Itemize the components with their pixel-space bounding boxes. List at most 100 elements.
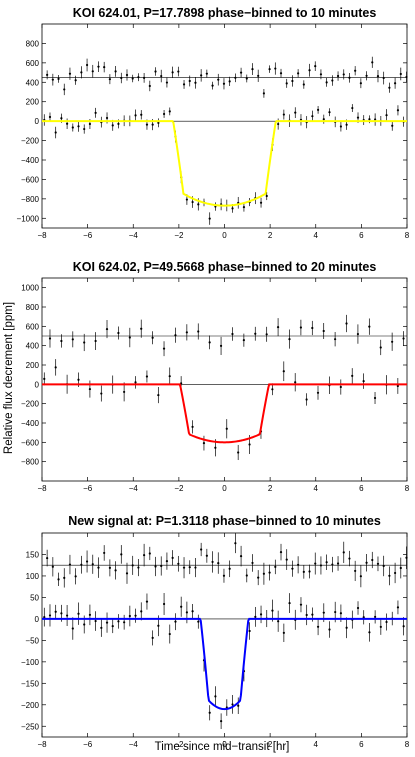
y-tick-label: −800 <box>21 195 40 204</box>
data-point <box>402 625 405 628</box>
residual-point <box>379 346 382 349</box>
residual-point <box>239 555 243 558</box>
residual-point <box>311 326 314 330</box>
residual-point <box>177 562 180 565</box>
data-point <box>162 112 166 116</box>
residual-point <box>137 76 140 79</box>
data-point <box>105 116 109 120</box>
x-tick-label: 6 <box>359 740 364 749</box>
data-point <box>185 198 188 201</box>
residual-point <box>222 574 226 577</box>
residual-point <box>319 564 323 567</box>
data-point <box>83 623 86 626</box>
data-point <box>65 122 69 125</box>
y-tick-label: 200 <box>26 361 40 370</box>
y-tick-label: 0 <box>35 380 40 389</box>
x-tick-label: 8 <box>405 231 410 240</box>
x-tick-label: −2 <box>174 484 184 493</box>
data-point <box>385 620 388 624</box>
data-point <box>77 125 80 128</box>
data-point <box>140 113 143 116</box>
residual-point <box>148 552 151 555</box>
data-point <box>134 114 137 117</box>
x-tick-label: 8 <box>405 484 410 493</box>
data-point <box>334 610 337 614</box>
residual-point <box>114 569 117 572</box>
data-point <box>351 374 354 377</box>
y-tick-label: 400 <box>26 78 40 87</box>
residual-point <box>251 561 254 565</box>
y-tick-label: 600 <box>26 59 40 68</box>
residual-point <box>85 63 89 67</box>
residual-point <box>160 564 163 568</box>
data-point <box>94 111 97 114</box>
residual-point <box>140 327 143 330</box>
residual-point <box>68 563 72 566</box>
data-point <box>282 631 285 634</box>
residual-point <box>291 79 294 83</box>
data-point <box>123 390 126 394</box>
residual-point <box>382 76 385 80</box>
residual-point <box>365 74 368 77</box>
data-point <box>157 393 160 397</box>
x-tick-label: −8 <box>37 740 47 749</box>
x-tick-label: −8 <box>37 231 47 240</box>
y-tick-label: −800 <box>21 458 40 467</box>
data-point <box>88 387 92 391</box>
residual-point <box>322 329 325 333</box>
residual-point <box>94 339 97 343</box>
residual-point <box>63 576 66 579</box>
data-point <box>168 110 171 113</box>
residual-point <box>274 67 277 70</box>
data-point <box>242 205 246 209</box>
data-point <box>88 122 92 126</box>
residual-point <box>211 560 214 564</box>
data-point <box>60 612 63 615</box>
y-tick-label: 200 <box>26 98 40 107</box>
data-point <box>277 620 280 623</box>
data-point <box>396 109 400 112</box>
y-tick-label: 400 <box>26 342 40 351</box>
residual-point <box>239 71 243 74</box>
residual-point <box>391 340 394 343</box>
x-tick-label: 0 <box>222 484 227 493</box>
residual-point <box>228 567 231 570</box>
panel-new-signal: New signal at: P=1.3118 phase−binned to … <box>21 514 410 749</box>
residual-point <box>205 554 208 557</box>
residual-point <box>399 72 402 76</box>
data-point <box>214 446 217 449</box>
data-point <box>105 621 109 624</box>
y-tick-label: −200 <box>21 400 40 409</box>
x-tick-label: −6 <box>83 740 93 749</box>
data-point <box>151 123 154 126</box>
residual-point <box>297 72 300 75</box>
residual-point <box>151 336 154 339</box>
x-tick-label: −4 <box>129 740 139 749</box>
x-tick-label: 6 <box>359 231 364 240</box>
y-tick-label: −600 <box>21 438 40 447</box>
residual-point <box>160 74 163 78</box>
residual-point <box>348 76 351 79</box>
residual-point <box>382 564 385 568</box>
data-point <box>54 131 57 134</box>
x-tick-label: 4 <box>314 484 319 493</box>
residual-point <box>57 578 60 581</box>
residual-point <box>185 331 188 334</box>
x-tick-label: −6 <box>83 231 93 240</box>
data-point <box>248 629 251 633</box>
residual-point <box>211 84 214 87</box>
panel-title: KOI 624.01, P=17.7898 phase−binned to 10… <box>73 6 377 20</box>
y-tick-label: 50 <box>30 593 39 602</box>
data-point <box>271 388 274 391</box>
residual-point <box>314 65 317 68</box>
residual-point <box>279 551 283 554</box>
residual-point <box>74 575 77 578</box>
data-point <box>379 625 382 628</box>
y-tick-label: 100 <box>26 572 40 581</box>
y-tick-label: −600 <box>21 175 40 184</box>
y-tick-label: −200 <box>21 137 40 146</box>
residual-point <box>154 70 157 73</box>
residual-point <box>342 551 345 554</box>
residual-point <box>103 66 106 69</box>
data-point <box>322 611 325 614</box>
